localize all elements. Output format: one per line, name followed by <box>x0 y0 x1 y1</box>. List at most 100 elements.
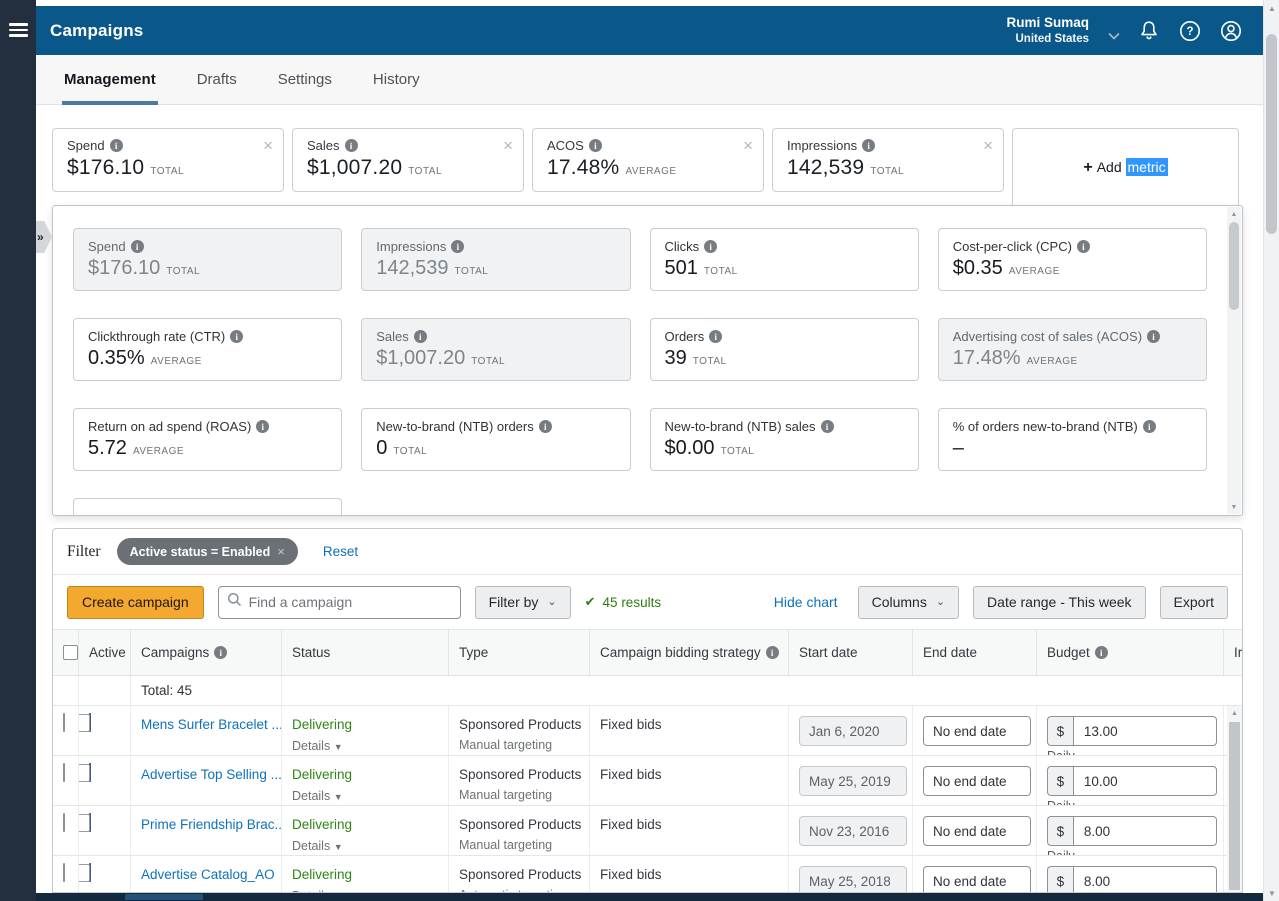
add-metric-button[interactable]: +Add metric <box>1012 128 1239 206</box>
close-icon[interactable]: × <box>277 544 285 559</box>
active-toggle[interactable] <box>89 763 91 782</box>
tab-settings[interactable]: Settings <box>278 55 332 105</box>
active-toggle[interactable] <box>89 713 91 732</box>
close-icon[interactable]: × <box>743 137 753 154</box>
columns-button[interactable]: Columns ⌄ <box>858 586 959 619</box>
search-input[interactable] <box>249 594 452 610</box>
info-icon[interactable] <box>230 330 243 343</box>
info-icon[interactable] <box>256 420 269 433</box>
active-toggle[interactable] <box>89 813 91 832</box>
scroll-down-icon[interactable]: ▼ <box>1264 885 1279 901</box>
info-icon[interactable] <box>414 330 427 343</box>
budget-input[interactable]: 8.00 <box>1073 816 1217 846</box>
reset-filters-link[interactable]: Reset <box>323 544 358 559</box>
table-scrollbar[interactable]: ▲ <box>1227 706 1242 892</box>
start-date-input[interactable]: Jan 6, 2020 <box>799 716 907 746</box>
horizontal-scrollbar[interactable] <box>36 893 1263 901</box>
select-all-checkbox[interactable] <box>63 645 78 660</box>
scrollbar-thumb[interactable] <box>125 894 203 900</box>
picker-metric-acos[interactable]: Advertising cost of sales (ACOS) 17.48%A… <box>938 318 1207 381</box>
info-icon[interactable] <box>131 240 144 253</box>
info-icon[interactable] <box>214 646 227 659</box>
info-icon[interactable] <box>1095 646 1108 659</box>
scrollbar-thumb[interactable] <box>1266 34 1277 234</box>
campaign-search[interactable] <box>218 586 461 619</box>
scrollbar-thumb[interactable] <box>1229 222 1239 310</box>
row-checkbox[interactable] <box>63 763 65 782</box>
tab-history[interactable]: History <box>373 55 420 105</box>
picker-metric-partial[interactable] <box>73 498 342 516</box>
picker-metric-clicks[interactable]: Clicks 501TOTAL <box>650 228 919 291</box>
info-icon[interactable] <box>862 139 875 152</box>
close-icon[interactable]: × <box>263 137 273 154</box>
create-campaign-button[interactable]: Create campaign <box>67 586 204 619</box>
picker-metric-impressions[interactable]: Impressions 142,539TOTAL <box>361 228 630 291</box>
row-checkbox[interactable] <box>63 713 65 732</box>
row-checkbox[interactable] <box>63 813 65 832</box>
picker-metric-ntb-orders[interactable]: New-to-brand (NTB) orders 0TOTAL <box>361 408 630 471</box>
help-icon[interactable]: ? <box>1178 19 1202 43</box>
start-date-input[interactable]: Nov 23, 2016 <box>799 816 907 846</box>
date-range-button[interactable]: Date range - This week <box>973 586 1145 619</box>
end-date-input[interactable]: No end date <box>923 716 1031 746</box>
campaign-link[interactable]: Prime Friendship Brac... <box>141 817 275 832</box>
details-dropdown[interactable]: Details ▼ <box>292 789 442 803</box>
tab-management[interactable]: Management <box>64 55 156 105</box>
info-icon[interactable] <box>1147 330 1160 343</box>
hide-chart-link[interactable]: Hide chart <box>774 594 838 610</box>
export-button[interactable]: Export <box>1160 586 1228 619</box>
close-icon[interactable]: × <box>983 137 993 154</box>
scroll-down-icon[interactable]: ▼ <box>1227 500 1241 514</box>
picker-scrollbar[interactable]: ▲ ▼ <box>1227 207 1241 514</box>
info-icon[interactable] <box>1077 240 1090 253</box>
picker-metric-ntb-sales[interactable]: New-to-brand (NTB) sales $0.00TOTAL <box>650 408 919 471</box>
campaign-link[interactable]: Advertise Top Selling ... <box>141 767 275 782</box>
picker-metric-sales[interactable]: Sales $1,007.20TOTAL <box>361 318 630 381</box>
picker-metric-roas[interactable]: Return on ad spend (ROAS) 5.72AVERAGE <box>73 408 342 471</box>
details-dropdown[interactable]: Details ▼ <box>292 839 442 853</box>
scroll-up-icon[interactable]: ▲ <box>1264 0 1279 16</box>
picker-metric-cpc[interactable]: Cost-per-click (CPC) $0.35AVERAGE <box>938 228 1207 291</box>
start-date-input[interactable]: May 25, 2019 <box>799 766 907 796</box>
hamburger-menu-icon[interactable] <box>9 23 28 37</box>
campaign-link[interactable]: Mens Surfer Bracelet ... <box>141 717 275 732</box>
picker-metric-pct-ntb[interactable]: % of orders new-to-brand (NTB) – <box>938 408 1207 471</box>
filter-chip-active-status[interactable]: Active status = Enabled × <box>117 538 298 565</box>
active-toggle[interactable] <box>89 863 91 882</box>
info-icon[interactable] <box>539 420 552 433</box>
scroll-up-icon[interactable]: ▲ <box>1227 706 1242 720</box>
info-icon[interactable] <box>704 240 717 253</box>
end-date-input[interactable]: No end date <box>923 866 1031 893</box>
end-date-input[interactable]: No end date <box>923 766 1031 796</box>
details-dropdown[interactable]: Details ▼ <box>292 739 442 753</box>
profile-icon[interactable] <box>1219 19 1243 43</box>
start-date-input[interactable]: May 25, 2018 <box>799 866 907 893</box>
info-icon[interactable] <box>345 139 358 152</box>
info-icon[interactable] <box>451 240 464 253</box>
info-icon[interactable] <box>1143 420 1156 433</box>
row-checkbox[interactable] <box>63 863 65 882</box>
budget-input[interactable]: 13.00 <box>1073 716 1217 746</box>
scroll-up-icon[interactable]: ▲ <box>1227 207 1241 221</box>
info-icon[interactable] <box>766 646 779 659</box>
budget-input[interactable]: 8.00 <box>1073 866 1217 893</box>
sidebar-expand-button[interactable]: » <box>36 221 52 253</box>
close-icon[interactable]: × <box>503 137 513 154</box>
info-icon[interactable] <box>589 139 602 152</box>
campaign-link[interactable]: Advertise Catalog_AO <box>141 867 275 882</box>
tab-drafts[interactable]: Drafts <box>197 55 237 105</box>
picker-metric-spend[interactable]: Spend $176.10TOTAL <box>73 228 342 291</box>
info-icon[interactable] <box>821 420 834 433</box>
filter-by-button[interactable]: Filter by ⌄ <box>475 586 571 619</box>
notifications-bell-icon[interactable] <box>1137 19 1161 43</box>
page-scrollbar[interactable]: ▲ ▼ <box>1263 0 1279 901</box>
info-icon[interactable] <box>709 330 722 343</box>
picker-metric-orders[interactable]: Orders 39TOTAL <box>650 318 919 381</box>
budget-input[interactable]: 10.00 <box>1073 766 1217 796</box>
picker-metric-ctr[interactable]: Clickthrough rate (CTR) 0.35%AVERAGE <box>73 318 342 381</box>
account-switcher[interactable]: Rumi Sumaq United States <box>1006 15 1089 46</box>
chevron-down-icon[interactable] <box>1108 28 1120 43</box>
end-date-input[interactable]: No end date <box>923 816 1031 846</box>
info-icon[interactable] <box>110 139 123 152</box>
scrollbar-thumb[interactable] <box>1229 722 1240 890</box>
